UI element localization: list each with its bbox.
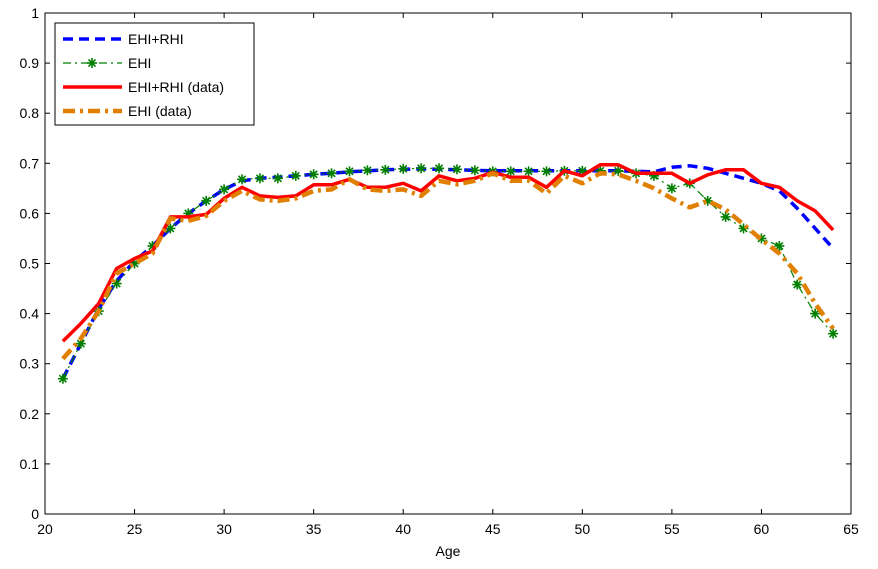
star-stroke (399, 164, 408, 173)
star-marker (201, 195, 212, 206)
legend-label: EHI (data) (128, 103, 192, 119)
star-marker (326, 168, 337, 179)
star-marker (523, 166, 534, 177)
star-marker (57, 373, 68, 384)
y-tick-label: 0.3 (20, 356, 40, 372)
star-stroke (220, 185, 229, 194)
y-tick-label: 1 (31, 5, 39, 21)
star-marker (272, 173, 283, 184)
star-marker (828, 328, 839, 339)
star-stroke (363, 166, 372, 175)
star-stroke (614, 166, 623, 175)
star-stroke (811, 309, 820, 318)
legend-label: EHI+RHI (128, 31, 184, 47)
x-tick-label: 25 (127, 521, 143, 537)
star-stroke (87, 58, 97, 68)
star-stroke (255, 174, 265, 183)
star-stroke (112, 279, 121, 288)
y-tick-label: 0.8 (20, 105, 40, 121)
star-stroke (237, 175, 247, 184)
x-tick-label: 20 (37, 521, 53, 537)
star-stroke (202, 196, 211, 205)
y-tick-label: 0.1 (20, 456, 40, 472)
legend-label: EHI+RHI (data) (128, 79, 224, 95)
star-stroke (470, 166, 479, 175)
star-marker (254, 173, 265, 184)
series-line (61, 171, 835, 361)
star-stroke (345, 167, 354, 176)
star-stroke (578, 166, 587, 175)
star-marker (219, 184, 230, 195)
x-tick-label: 40 (395, 521, 411, 537)
y-tick-label: 0.6 (20, 205, 40, 221)
star-stroke (524, 167, 533, 176)
y-tick-label: 0.9 (20, 55, 40, 71)
x-axis-label: Age (436, 543, 461, 559)
star-stroke (721, 212, 730, 222)
x-tick-label: 65 (843, 521, 859, 537)
star-stroke (793, 280, 802, 289)
star-stroke (757, 234, 766, 243)
x-tick-label: 35 (306, 521, 322, 537)
star-marker (434, 163, 445, 174)
series-line (61, 163, 835, 343)
star-marker (290, 170, 301, 181)
axis-ticks: 20 25 30 35 40 45 50 55 60 65 0 0.1 0.2 0.3 0.4 0.5 0.6 0… (20, 5, 859, 537)
y-tick-label: 0.7 (20, 155, 40, 171)
star-marker (720, 211, 731, 222)
star-stroke (775, 241, 784, 251)
star-marker (362, 165, 373, 176)
star-marker (165, 223, 176, 234)
star-stroke (58, 374, 68, 383)
star-stroke (327, 169, 336, 178)
star-marker (75, 338, 86, 349)
y-tick-label: 0.5 (20, 256, 40, 272)
star-marker (380, 164, 391, 175)
star-marker (666, 183, 677, 194)
star-stroke (309, 170, 318, 179)
star-stroke (166, 224, 175, 233)
x-tick-label: 50 (575, 521, 591, 537)
series-layer (57, 163, 839, 384)
x-tick-label: 45 (485, 521, 501, 537)
star-stroke (452, 165, 462, 174)
star-marker (774, 240, 785, 251)
star-marker (792, 279, 803, 290)
star-marker (237, 174, 248, 185)
star-stroke (434, 164, 444, 173)
star-marker (87, 58, 97, 68)
star-marker (469, 165, 480, 176)
star-stroke (417, 164, 426, 173)
star-marker (398, 163, 409, 174)
star-marker (308, 169, 319, 180)
star-stroke (828, 329, 838, 338)
legend-label: EHI (128, 55, 151, 71)
star-marker (810, 308, 821, 319)
x-tick-label: 30 (216, 521, 232, 537)
star-stroke (381, 165, 390, 174)
star-marker (541, 166, 552, 177)
star-stroke (273, 174, 282, 183)
star-marker (344, 166, 355, 177)
star-stroke (542, 167, 551, 176)
star-stroke (291, 171, 300, 180)
star-marker (505, 166, 516, 177)
star-stroke (76, 339, 85, 348)
y-tick-label: 0.4 (20, 306, 40, 322)
x-tick-label: 60 (754, 521, 770, 537)
star-marker (451, 164, 462, 175)
star-marker (416, 163, 427, 174)
legend: EHI+RHI EHI EHI+RHI (data) EHI (data) (54, 22, 255, 126)
star-marker (111, 278, 122, 289)
star-stroke (667, 184, 676, 193)
y-tick-label: 0 (31, 506, 39, 522)
y-tick-label: 0.2 (20, 406, 40, 422)
x-tick-label: 55 (664, 521, 680, 537)
star-stroke (506, 167, 515, 176)
